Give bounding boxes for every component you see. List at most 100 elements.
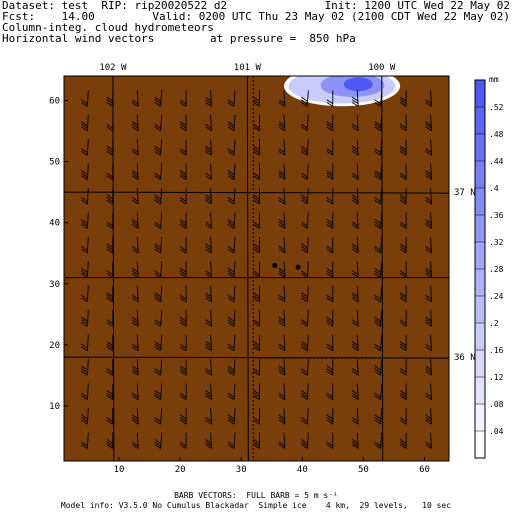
barb-flag	[227, 99, 235, 105]
barb-flag	[205, 145, 212, 151]
barb-flag	[131, 197, 139, 202]
barb-flag	[227, 126, 235, 132]
barb-flag	[351, 175, 359, 181]
barb-flag	[425, 148, 432, 153]
barb-flag	[227, 148, 235, 153]
wind-barb	[425, 114, 433, 132]
barb-flag	[374, 172, 381, 178]
barb-flag	[106, 438, 114, 444]
y-tick-label: 20	[49, 341, 60, 351]
wind-barb	[278, 236, 286, 254]
barb-flag	[301, 321, 308, 327]
barb-flag	[131, 121, 139, 126]
barb-flag	[374, 148, 381, 153]
barb-flag	[205, 419, 212, 425]
barb-flag	[399, 172, 407, 178]
barb-flag	[179, 319, 187, 325]
barb-shaft	[233, 432, 236, 449]
barb-flag	[227, 270, 235, 276]
barb-flag	[301, 294, 308, 300]
wind-barb	[131, 285, 139, 303]
wind-barb	[179, 359, 187, 376]
wind-barb	[81, 212, 89, 229]
barb-shaft	[86, 334, 89, 351]
barb-flag	[253, 273, 260, 278]
barb-flag	[205, 297, 212, 303]
barb-flag	[253, 297, 260, 303]
barb-flag	[301, 343, 308, 349]
barb-flag	[106, 221, 114, 227]
barb-flag	[374, 370, 381, 376]
barb-flag	[179, 221, 187, 227]
barb-flag	[374, 270, 381, 276]
wind-barb	[374, 90, 383, 107]
barb-flag	[351, 221, 359, 227]
barb-flag	[179, 270, 187, 276]
barb-flag	[205, 148, 212, 153]
barb-shaft	[160, 334, 163, 351]
wind-barb	[205, 261, 213, 278]
barb-flag	[154, 243, 161, 249]
x-tick-label: 50	[358, 465, 369, 475]
barb-flag	[227, 273, 235, 278]
barb-flag	[399, 321, 407, 327]
wind-barb	[106, 114, 114, 132]
barb-flag	[425, 99, 432, 105]
colorbar-label: .4	[489, 184, 499, 193]
barb-flag	[179, 294, 187, 300]
barb-flag	[81, 123, 88, 129]
wind-barb	[131, 114, 139, 132]
barb-flag	[399, 221, 407, 227]
barb-flag	[81, 441, 88, 447]
wind-barb	[154, 163, 163, 181]
colorbar-bin	[475, 431, 485, 458]
barb-flag	[131, 224, 139, 229]
barb-flag	[131, 123, 139, 129]
wind-barb	[301, 285, 309, 303]
wind-barb	[81, 188, 89, 205]
barb-flag	[154, 392, 161, 398]
barb-flag	[278, 126, 286, 132]
barb-flag	[374, 346, 381, 352]
wind-barb	[326, 188, 334, 205]
latitude-label: 36 N	[454, 353, 476, 363]
barb-flag	[106, 273, 114, 278]
barb-flag	[179, 224, 187, 229]
barb-flag	[278, 319, 286, 325]
barb-flag	[205, 294, 212, 300]
barb-flag	[179, 316, 187, 322]
wind-barb	[106, 212, 114, 229]
barb-flag	[227, 370, 235, 376]
barb-flag	[253, 199, 260, 205]
y-tick-label: 50	[49, 158, 60, 168]
colorbar-label: .08	[489, 400, 504, 409]
barb-flag	[205, 395, 212, 401]
barb-flag	[179, 441, 187, 447]
barb-shaft	[380, 285, 383, 302]
wind-barb	[278, 334, 286, 352]
barb-flag	[81, 246, 88, 251]
header-field2: Horizontal wind vectors	[2, 32, 155, 45]
barb-flag	[154, 419, 161, 425]
barb-flag	[131, 392, 139, 398]
wind-barb	[227, 408, 236, 425]
wind-barb	[301, 408, 309, 425]
wind-barb	[278, 90, 286, 107]
barb-flag	[425, 392, 432, 398]
barb-flag	[278, 248, 286, 254]
wind-barb	[326, 383, 334, 401]
barb-flag	[253, 319, 260, 325]
barb-flag	[326, 392, 334, 398]
wind-barb	[326, 334, 334, 352]
wind-barb	[179, 334, 187, 352]
barb-flag	[253, 370, 260, 376]
barb-flag	[278, 172, 286, 178]
barb-flag	[205, 101, 212, 107]
barb-flag	[351, 96, 359, 102]
barb-flag	[278, 419, 286, 425]
colorbar-bin	[475, 269, 485, 296]
barb-flag	[326, 126, 334, 132]
wind-barb	[301, 236, 309, 254]
barb-flag	[131, 316, 139, 322]
wind-barb	[81, 408, 89, 425]
